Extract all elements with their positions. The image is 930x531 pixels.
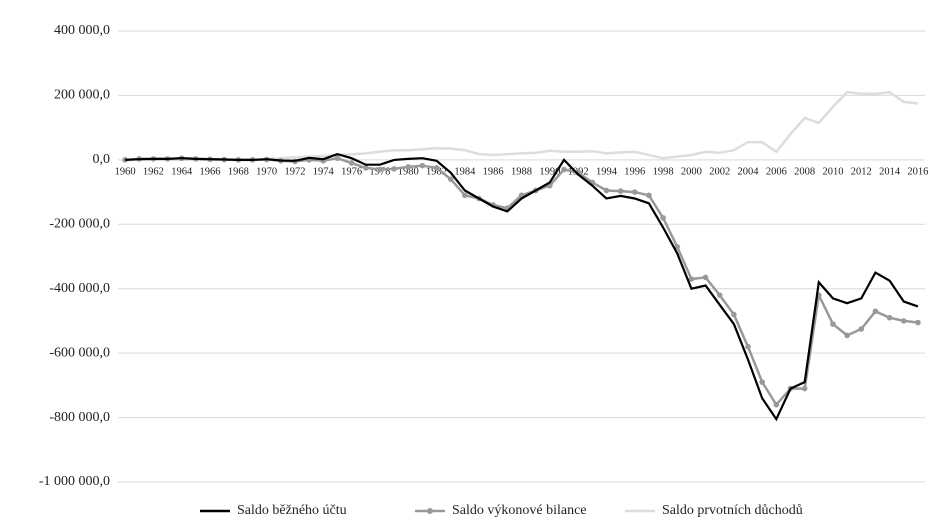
x-tick-label: 1980 <box>398 166 419 177</box>
x-tick-label: 2002 <box>709 166 730 177</box>
series-marker <box>617 188 624 194</box>
series-marker <box>447 176 454 182</box>
series-marker <box>674 244 681 250</box>
series-marker <box>362 165 369 171</box>
y-tick-label: 0,0 <box>93 152 111 167</box>
legend-marker <box>427 508 433 514</box>
series-marker <box>462 192 468 199</box>
series-marker <box>872 308 879 315</box>
x-tick-label: 1988 <box>511 166 532 177</box>
x-tick-label: 2014 <box>879 166 901 177</box>
x-tick-label: 1964 <box>171 166 193 177</box>
series-marker <box>631 189 638 195</box>
x-tick-label: 1974 <box>313 166 335 177</box>
x-tick-label: 1994 <box>596 166 618 177</box>
x-tick-label: 2008 <box>794 166 815 177</box>
series-marker <box>433 165 440 171</box>
x-tick-label: 1960 <box>115 166 136 177</box>
x-tick-label: 2006 <box>766 166 787 177</box>
series-marker <box>334 155 341 162</box>
series-line <box>125 90 919 162</box>
series-marker <box>745 343 751 350</box>
x-tick-label: 2012 <box>851 166 872 177</box>
x-tick-label: 2010 <box>822 166 843 177</box>
x-tick-label: 1986 <box>483 166 504 177</box>
series-marker <box>716 292 723 298</box>
series-marker <box>561 166 567 173</box>
series-marker <box>830 321 836 327</box>
series-marker <box>405 164 412 170</box>
series-marker <box>759 379 765 385</box>
legend-label: Saldo výkonové bilance <box>452 503 587 518</box>
x-tick-label: 2000 <box>681 166 702 177</box>
y-tick-label: -1 000 000,0 <box>39 474 110 489</box>
x-tick-label: 1984 <box>454 166 476 177</box>
series-marker <box>660 215 666 221</box>
x-tick-label: 1976 <box>341 166 362 177</box>
series-marker <box>801 385 808 392</box>
y-tick-label: -800 000,0 <box>49 410 110 425</box>
series-marker <box>844 332 850 339</box>
series-marker <box>702 274 709 281</box>
x-tick-label: 1962 <box>143 166 164 177</box>
series-marker <box>377 166 383 173</box>
x-tick-label: 1968 <box>228 166 249 177</box>
y-tick-label: -200 000,0 <box>49 217 110 232</box>
series-marker <box>900 318 907 324</box>
x-tick-label: 2004 <box>738 166 760 177</box>
x-tick-label: 1970 <box>256 166 277 177</box>
y-tick-label: 400 000,0 <box>54 23 110 38</box>
x-tick-label: 2016 <box>907 166 928 177</box>
series-line <box>125 152 919 422</box>
y-tick-label: 200 000,0 <box>54 88 110 103</box>
series-marker <box>731 311 737 318</box>
series-marker <box>858 326 865 332</box>
series-marker <box>419 162 426 169</box>
x-tick-label: 1966 <box>200 166 221 177</box>
x-tick-label: 1998 <box>653 166 674 177</box>
series-marker <box>773 401 780 408</box>
x-tick-label: 1990 <box>539 166 560 177</box>
y-tick-label: -400 000,0 <box>49 281 110 296</box>
legend-label: Saldo prvotních důchodů <box>662 503 803 518</box>
series-marker <box>122 157 128 163</box>
series-marker <box>348 160 355 166</box>
x-tick-label: 1982 <box>426 166 447 177</box>
y-tick-label: -600 000,0 <box>49 345 110 360</box>
x-tick-label: 1996 <box>624 166 645 177</box>
series-marker <box>391 166 397 172</box>
legend-label: Saldo běžného účtu <box>237 503 347 518</box>
series-marker <box>915 319 921 326</box>
series-marker <box>646 192 652 199</box>
x-tick-label: 1972 <box>284 166 305 177</box>
series-marker <box>603 187 610 194</box>
series-marker <box>886 314 893 321</box>
series-marker <box>688 276 695 282</box>
